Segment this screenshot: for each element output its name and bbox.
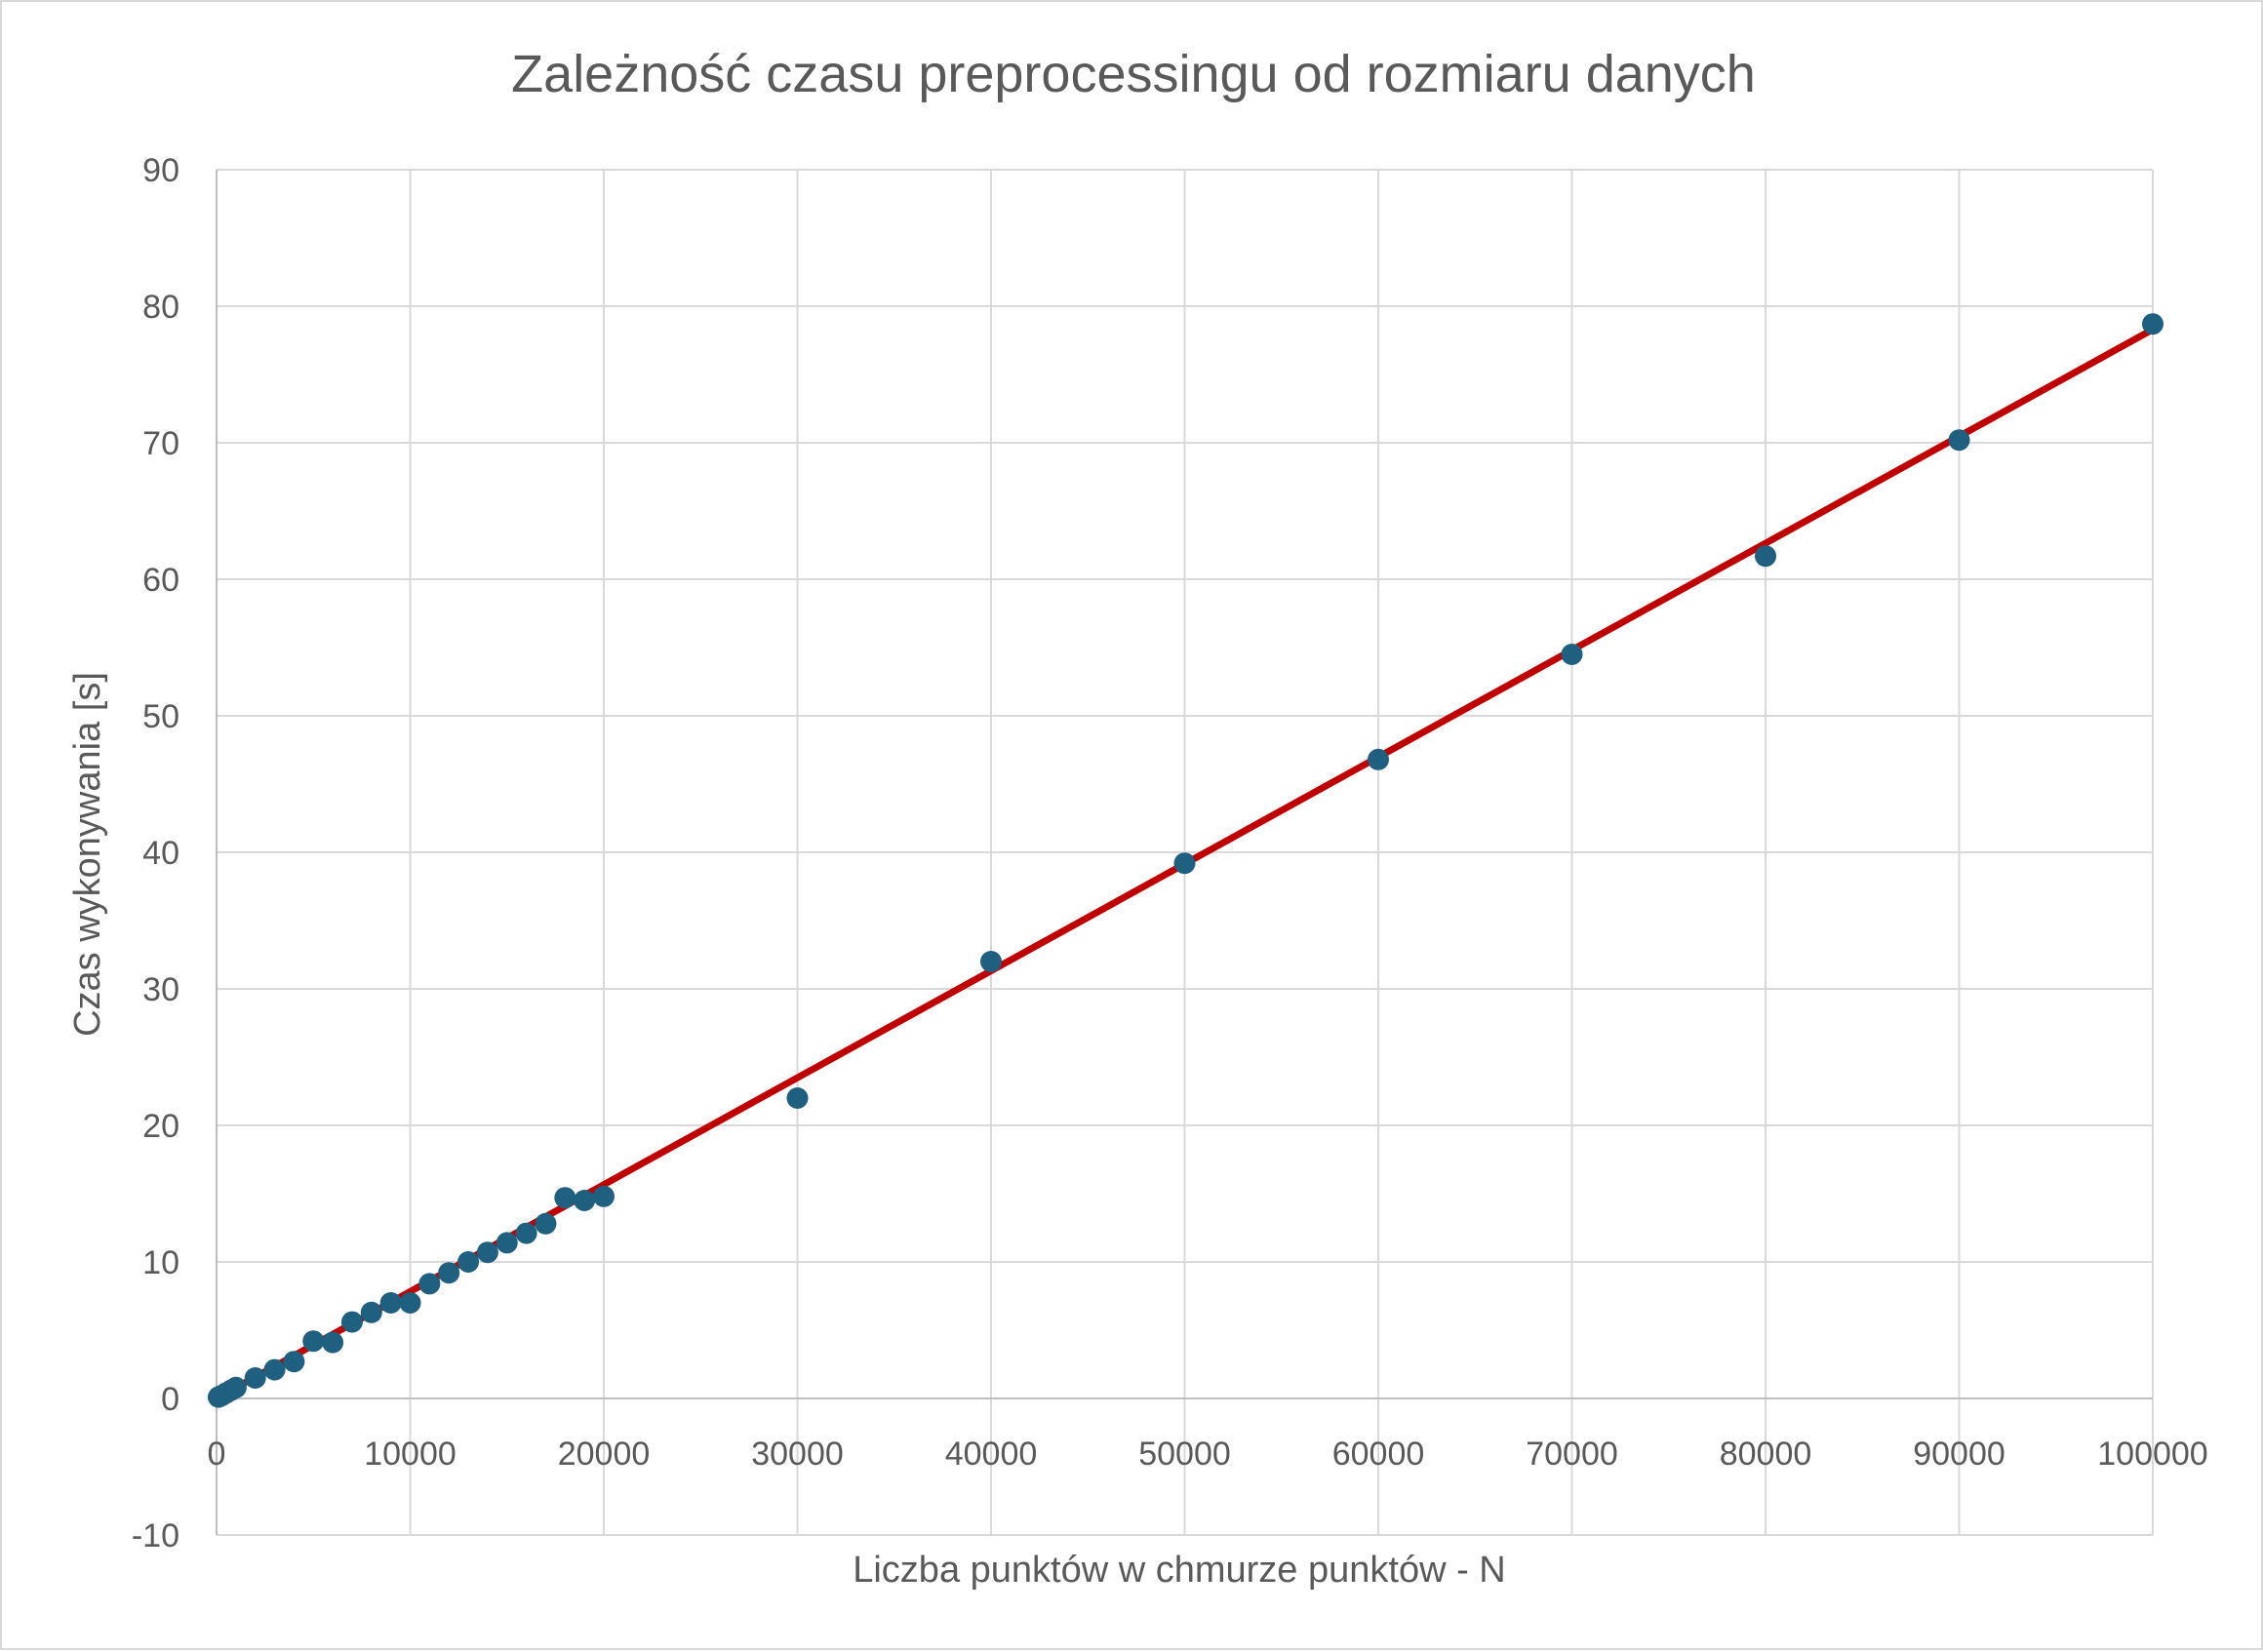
x-axis-title: Liczba punktów w chmurze punktów - N	[853, 1550, 1506, 1591]
data-point	[1368, 748, 1389, 770]
y-tick-label: 80	[142, 289, 179, 326]
x-tick-label: 50000	[1138, 1436, 1231, 1473]
data-point	[302, 1330, 325, 1353]
data-point	[1755, 545, 1776, 568]
data-point	[418, 1273, 441, 1295]
data-point	[379, 1292, 402, 1314]
data-point	[2142, 313, 2164, 335]
data-point	[593, 1185, 615, 1207]
data-point	[786, 1087, 809, 1109]
x-tick-label: 100000	[2097, 1436, 2207, 1473]
data-point	[476, 1241, 498, 1264]
data-point	[496, 1232, 518, 1254]
axes	[216, 170, 2153, 1535]
y-tick-label: 90	[142, 152, 179, 189]
x-tick-label: 0	[208, 1436, 226, 1473]
x-tick-label: 40000	[945, 1436, 1038, 1473]
data-point	[574, 1190, 596, 1211]
data-point	[1561, 644, 1583, 665]
data-point	[360, 1301, 382, 1323]
data-point	[980, 951, 1002, 972]
data-point	[535, 1212, 557, 1235]
data-points	[207, 313, 2164, 1408]
y-axis-title: Czas wykonywania [s]	[67, 672, 108, 1037]
data-point	[1948, 429, 1970, 452]
y-tick-label: 60	[142, 562, 179, 599]
x-tick-label: 30000	[751, 1436, 844, 1473]
x-tick-label: 60000	[1332, 1436, 1425, 1473]
x-tick-label: 70000	[1526, 1436, 1618, 1473]
x-tick-label: 90000	[1913, 1436, 2005, 1473]
y-tick-label: 40	[142, 835, 179, 872]
data-point	[1173, 852, 1196, 875]
data-point	[244, 1367, 266, 1389]
data-point	[263, 1358, 286, 1381]
y-tick-label: 0	[161, 1381, 179, 1418]
x-tick-label: 10000	[364, 1436, 457, 1473]
gridlines	[217, 169, 2154, 1536]
y-tick-label: -10	[132, 1517, 179, 1554]
data-point	[457, 1251, 480, 1273]
data-point	[283, 1351, 305, 1373]
y-tick-label: 10	[142, 1244, 179, 1281]
data-point	[322, 1331, 344, 1354]
y-tick-label: 50	[142, 698, 179, 735]
data-point	[515, 1222, 537, 1244]
x-tick-label: 80000	[1720, 1436, 1812, 1473]
tick-labels: -10 0 10 20 30 40 50 60 70 80 90 0 10000 20000 30000 40…	[132, 152, 2208, 1554]
y-tick-label: 30	[142, 971, 179, 1008]
chart-title: Zależność czasu preprocessingu od rozmia…	[511, 45, 1756, 103]
x-tick-label: 20000	[558, 1436, 651, 1473]
data-point	[438, 1262, 460, 1284]
data-point	[554, 1187, 576, 1209]
data-point	[340, 1311, 363, 1333]
y-tick-label: 70	[142, 425, 179, 462]
y-tick-label: 20	[142, 1108, 179, 1145]
data-point	[399, 1292, 421, 1314]
data-point	[224, 1376, 247, 1398]
